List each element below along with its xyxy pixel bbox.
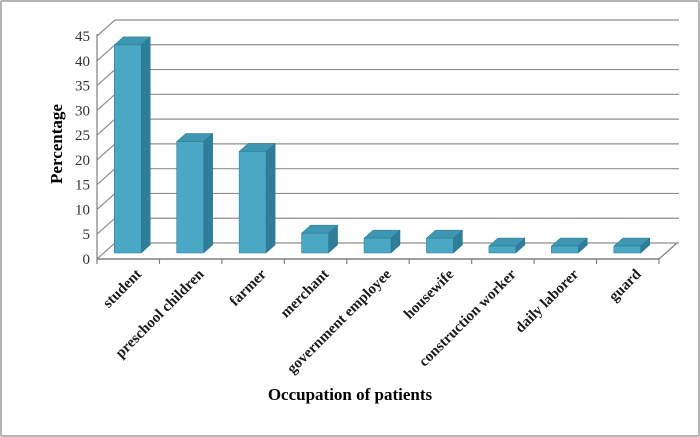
category-label: daily laborer	[512, 266, 582, 336]
floor-right-edge	[658, 242, 678, 260]
bar-front-face	[176, 141, 204, 254]
bar-daily-laborer	[550, 237, 588, 254]
y-tick-label: 10	[75, 202, 90, 218]
y-tick-label: 20	[75, 153, 90, 169]
bar-housewife	[425, 229, 464, 254]
bar-front-face	[238, 151, 267, 254]
y-tick-label: 45	[75, 29, 90, 45]
y-tick-label: 25	[75, 128, 90, 144]
x-axis-title: Occupation of patients	[267, 385, 433, 404]
y-tick-label: 5	[83, 227, 91, 243]
y-tick-label: 40	[75, 54, 90, 70]
bar-front-face	[363, 237, 392, 254]
bar-front-face	[426, 237, 454, 254]
category-label: merchant	[278, 267, 333, 322]
category-label: farmer	[227, 266, 270, 309]
bar-front-face	[488, 245, 517, 254]
bar-preschool-children	[176, 132, 214, 254]
bar-merchant	[300, 224, 339, 254]
bar-guard	[613, 237, 651, 254]
category-label: guard	[606, 266, 645, 305]
bar-side-face	[140, 36, 151, 254]
y-tick-label: 15	[75, 178, 90, 194]
category-label: government employee	[284, 266, 395, 377]
bar-government-employee	[363, 229, 401, 254]
y-tick-label: 35	[75, 79, 90, 95]
bar-front-face	[113, 44, 142, 254]
gridline-connector	[96, 93, 116, 111]
gridline-connector	[96, 44, 116, 62]
y-tick-label: 0	[83, 252, 91, 268]
bar-side-face	[265, 142, 276, 254]
gridline-connector	[96, 118, 116, 136]
gridline-connector	[96, 242, 116, 260]
gridline-connector	[96, 217, 116, 235]
bar-front-face	[551, 245, 579, 254]
bar-farmer	[238, 142, 276, 254]
gridline-connector	[96, 69, 116, 87]
bar-front-face	[613, 245, 642, 254]
gridline-connector	[96, 192, 116, 210]
gridline-connector	[96, 168, 116, 186]
category-label: student	[100, 267, 145, 312]
gridline-connector	[96, 143, 116, 161]
y-tick-label: 30	[75, 103, 90, 119]
category-label: housewife	[401, 266, 457, 322]
y-axis-title: Percentage	[47, 104, 66, 184]
bar-construction-worker	[488, 237, 526, 254]
bar-student	[113, 36, 151, 254]
gridline-connector	[96, 19, 116, 37]
bar-side-face	[203, 132, 213, 254]
bar-front-face	[301, 232, 329, 254]
